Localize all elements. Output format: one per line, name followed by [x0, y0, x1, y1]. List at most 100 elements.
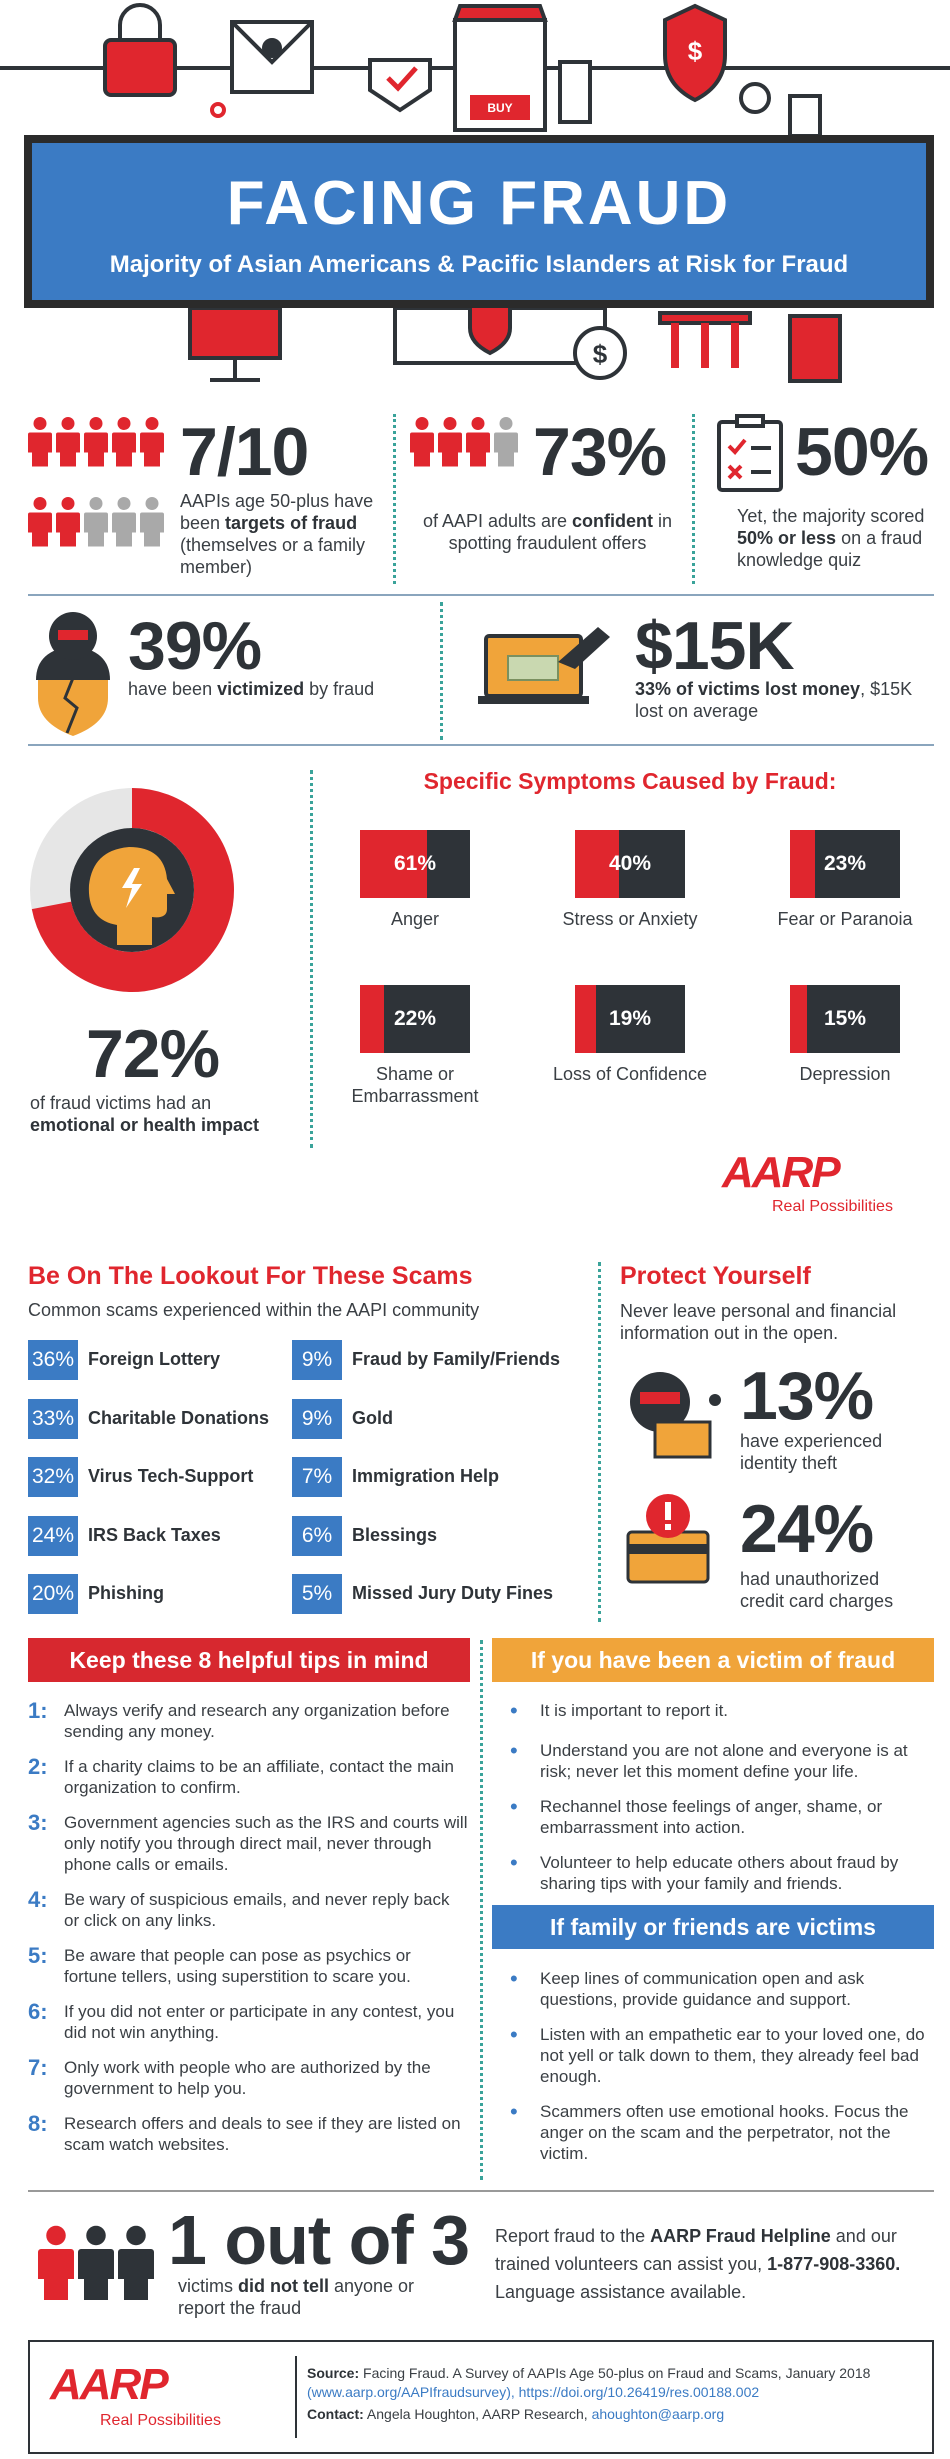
g-shape	[84, 497, 164, 547]
bullet: •	[510, 1738, 518, 1763]
source-url: (www.aarp.org/AAPIfraudsurvey)	[307, 2384, 511, 2400]
use-shape	[438, 417, 462, 467]
use-shape	[140, 417, 164, 467]
text: and our trained volunteers can assist yo…	[495, 2226, 897, 2274]
scam-share: 6%	[292, 1515, 342, 1556]
divider	[393, 414, 396, 584]
ratio-figure: 1 out of 3	[168, 2201, 470, 2279]
rect-shape	[507, 655, 559, 681]
victim-item: • Understand you are not alone and everyo…	[510, 1738, 934, 1782]
use-shape	[112, 417, 136, 467]
source: Source: Facing Fraud. A Survey of AAPIs …	[307, 2364, 922, 2402]
family-text: Keep lines of communication open and ask…	[540, 1969, 865, 2009]
scam-share: 9%	[292, 1398, 342, 1439]
path-shape	[63, 677, 79, 734]
symptom-box: 23%	[790, 830, 900, 898]
victim-list: • It is important to report it. • Understan…	[510, 1698, 934, 1894]
tip-number: 5:	[28, 1943, 48, 1968]
tips-list: 1: Always verify and research any organiz…	[28, 1700, 468, 2155]
family-text: Scammers often use emotional hooks. Focu…	[540, 2102, 909, 2163]
symptom-name: Loss of Confidence	[552, 1064, 708, 1084]
top-illustration: BUY $	[0, 3, 950, 138]
ratio-text: victims did not tell anyone or report th…	[178, 2275, 448, 2319]
hacker-icon	[36, 612, 110, 736]
text: AAPIs age 50-plus have been	[180, 491, 374, 533]
tip-number: 7:	[28, 2055, 48, 2080]
symptom-label: 40%	[608, 852, 652, 875]
tip: 1: Always verify and research any organiz…	[28, 1700, 468, 1742]
use-shape	[56, 417, 80, 467]
card-icon	[626, 1494, 710, 1584]
shield-dollar: $	[688, 36, 703, 66]
tip: 8: Research offers and deals to see if th…	[28, 2113, 468, 2155]
circle-shape	[573, 326, 627, 380]
scam-name: Virus Tech-Support	[88, 1466, 254, 1486]
subtitle: Majority of Asian Americans & Pacific Is…	[109, 251, 849, 278]
path-shape	[118, 3, 162, 40]
bold-text: AARP Fraud Helpline	[650, 2226, 831, 2246]
footer: AARP Real Possibilities Source: Facing F…	[28, 2340, 934, 2454]
use-shape	[118, 2225, 154, 2300]
quiz-icon	[717, 414, 783, 492]
symptom-name: Anger	[390, 909, 440, 929]
laptop-icon	[478, 627, 610, 704]
bullet: •	[510, 2099, 518, 2124]
scam-share: 36%	[28, 1340, 78, 1380]
rect-shape	[658, 311, 752, 325]
donut-arc	[31, 788, 234, 992]
scam-name: Foreign Lottery	[88, 1349, 221, 1369]
aarp-logo: AARP	[50, 2360, 169, 2409]
symptom-label: 19%	[608, 1007, 652, 1030]
symptom-label: 22%	[393, 1007, 437, 1030]
victim-item: • It is important to report it.	[510, 1698, 934, 1726]
bullet: •	[510, 1794, 518, 1819]
symptom-bar	[575, 985, 596, 1053]
symptom-name: Depression	[799, 1064, 891, 1084]
family-item: • Keep lines of communication open and as…	[510, 1966, 934, 2010]
scam-share: 24%	[28, 1515, 78, 1556]
stat-text: Yet, the majority scored 50% or less on …	[737, 505, 932, 571]
family-text: Listen with an empathetic ear to your lo…	[540, 2025, 925, 2086]
scam-share: 20%	[28, 1574, 78, 1614]
circle-shape	[210, 102, 226, 118]
protect-text: have experienced identity theft	[740, 1431, 883, 1473]
identity-icon	[630, 1372, 721, 1459]
scam-name: Missed Jury Duty Fines	[352, 1583, 554, 1603]
tip-text: Only work with people who are authorized…	[64, 2058, 431, 2098]
symptom-label: 23%	[823, 852, 867, 875]
use-shape	[84, 417, 108, 467]
family-item: • Listen with an empathetic ear to your l…	[510, 2022, 934, 2087]
text: of fraud victims had an	[30, 1093, 212, 1113]
use-shape	[28, 417, 52, 467]
phone: 1-877-908-3360.	[767, 2254, 901, 2274]
helpline-text: Report fraud to the AARP Fraud Helpline …	[495, 2222, 935, 2306]
tip-number: 3:	[28, 1810, 48, 1835]
rect-shape	[103, 38, 177, 97]
scam-name: Immigration Help	[352, 1466, 500, 1486]
circle-shape	[739, 82, 771, 114]
use-shape	[112, 497, 136, 547]
use-shape	[28, 497, 52, 547]
path-shape	[663, 3, 727, 103]
source-text: Facing Fraud. A Survey of AAPIs Age 50-p…	[363, 2365, 871, 2381]
stat-figure: 50%	[795, 414, 929, 490]
bold-text: victimized	[217, 679, 305, 699]
bold-text: 50% or less	[737, 528, 837, 548]
text: in spotting fraudulent offers	[448, 511, 673, 553]
tip: 3: Government agencies such as the IRS an…	[28, 1812, 468, 1875]
tip-number: 1:	[28, 1698, 48, 1723]
tip-text: If you did not enter or participate in a…	[64, 2002, 455, 2042]
circle-shape	[709, 1394, 721, 1406]
use-shape	[466, 417, 490, 467]
scams-subtitle: Common scams experienced within the AAPI…	[28, 1300, 480, 1320]
people-1-of-3	[38, 2225, 154, 2300]
symptom-name: Stress or Anxiety	[562, 909, 698, 929]
source-doi: , https://doi.org/10.26419/res.00188.002	[510, 2384, 760, 2400]
contact-label: Contact:	[307, 2406, 364, 2422]
bullet: •	[510, 2022, 518, 2047]
symptom-box: 61%	[360, 830, 470, 898]
symptom-label: 15%	[823, 1007, 867, 1030]
scam-share: 32%	[28, 1457, 78, 1497]
